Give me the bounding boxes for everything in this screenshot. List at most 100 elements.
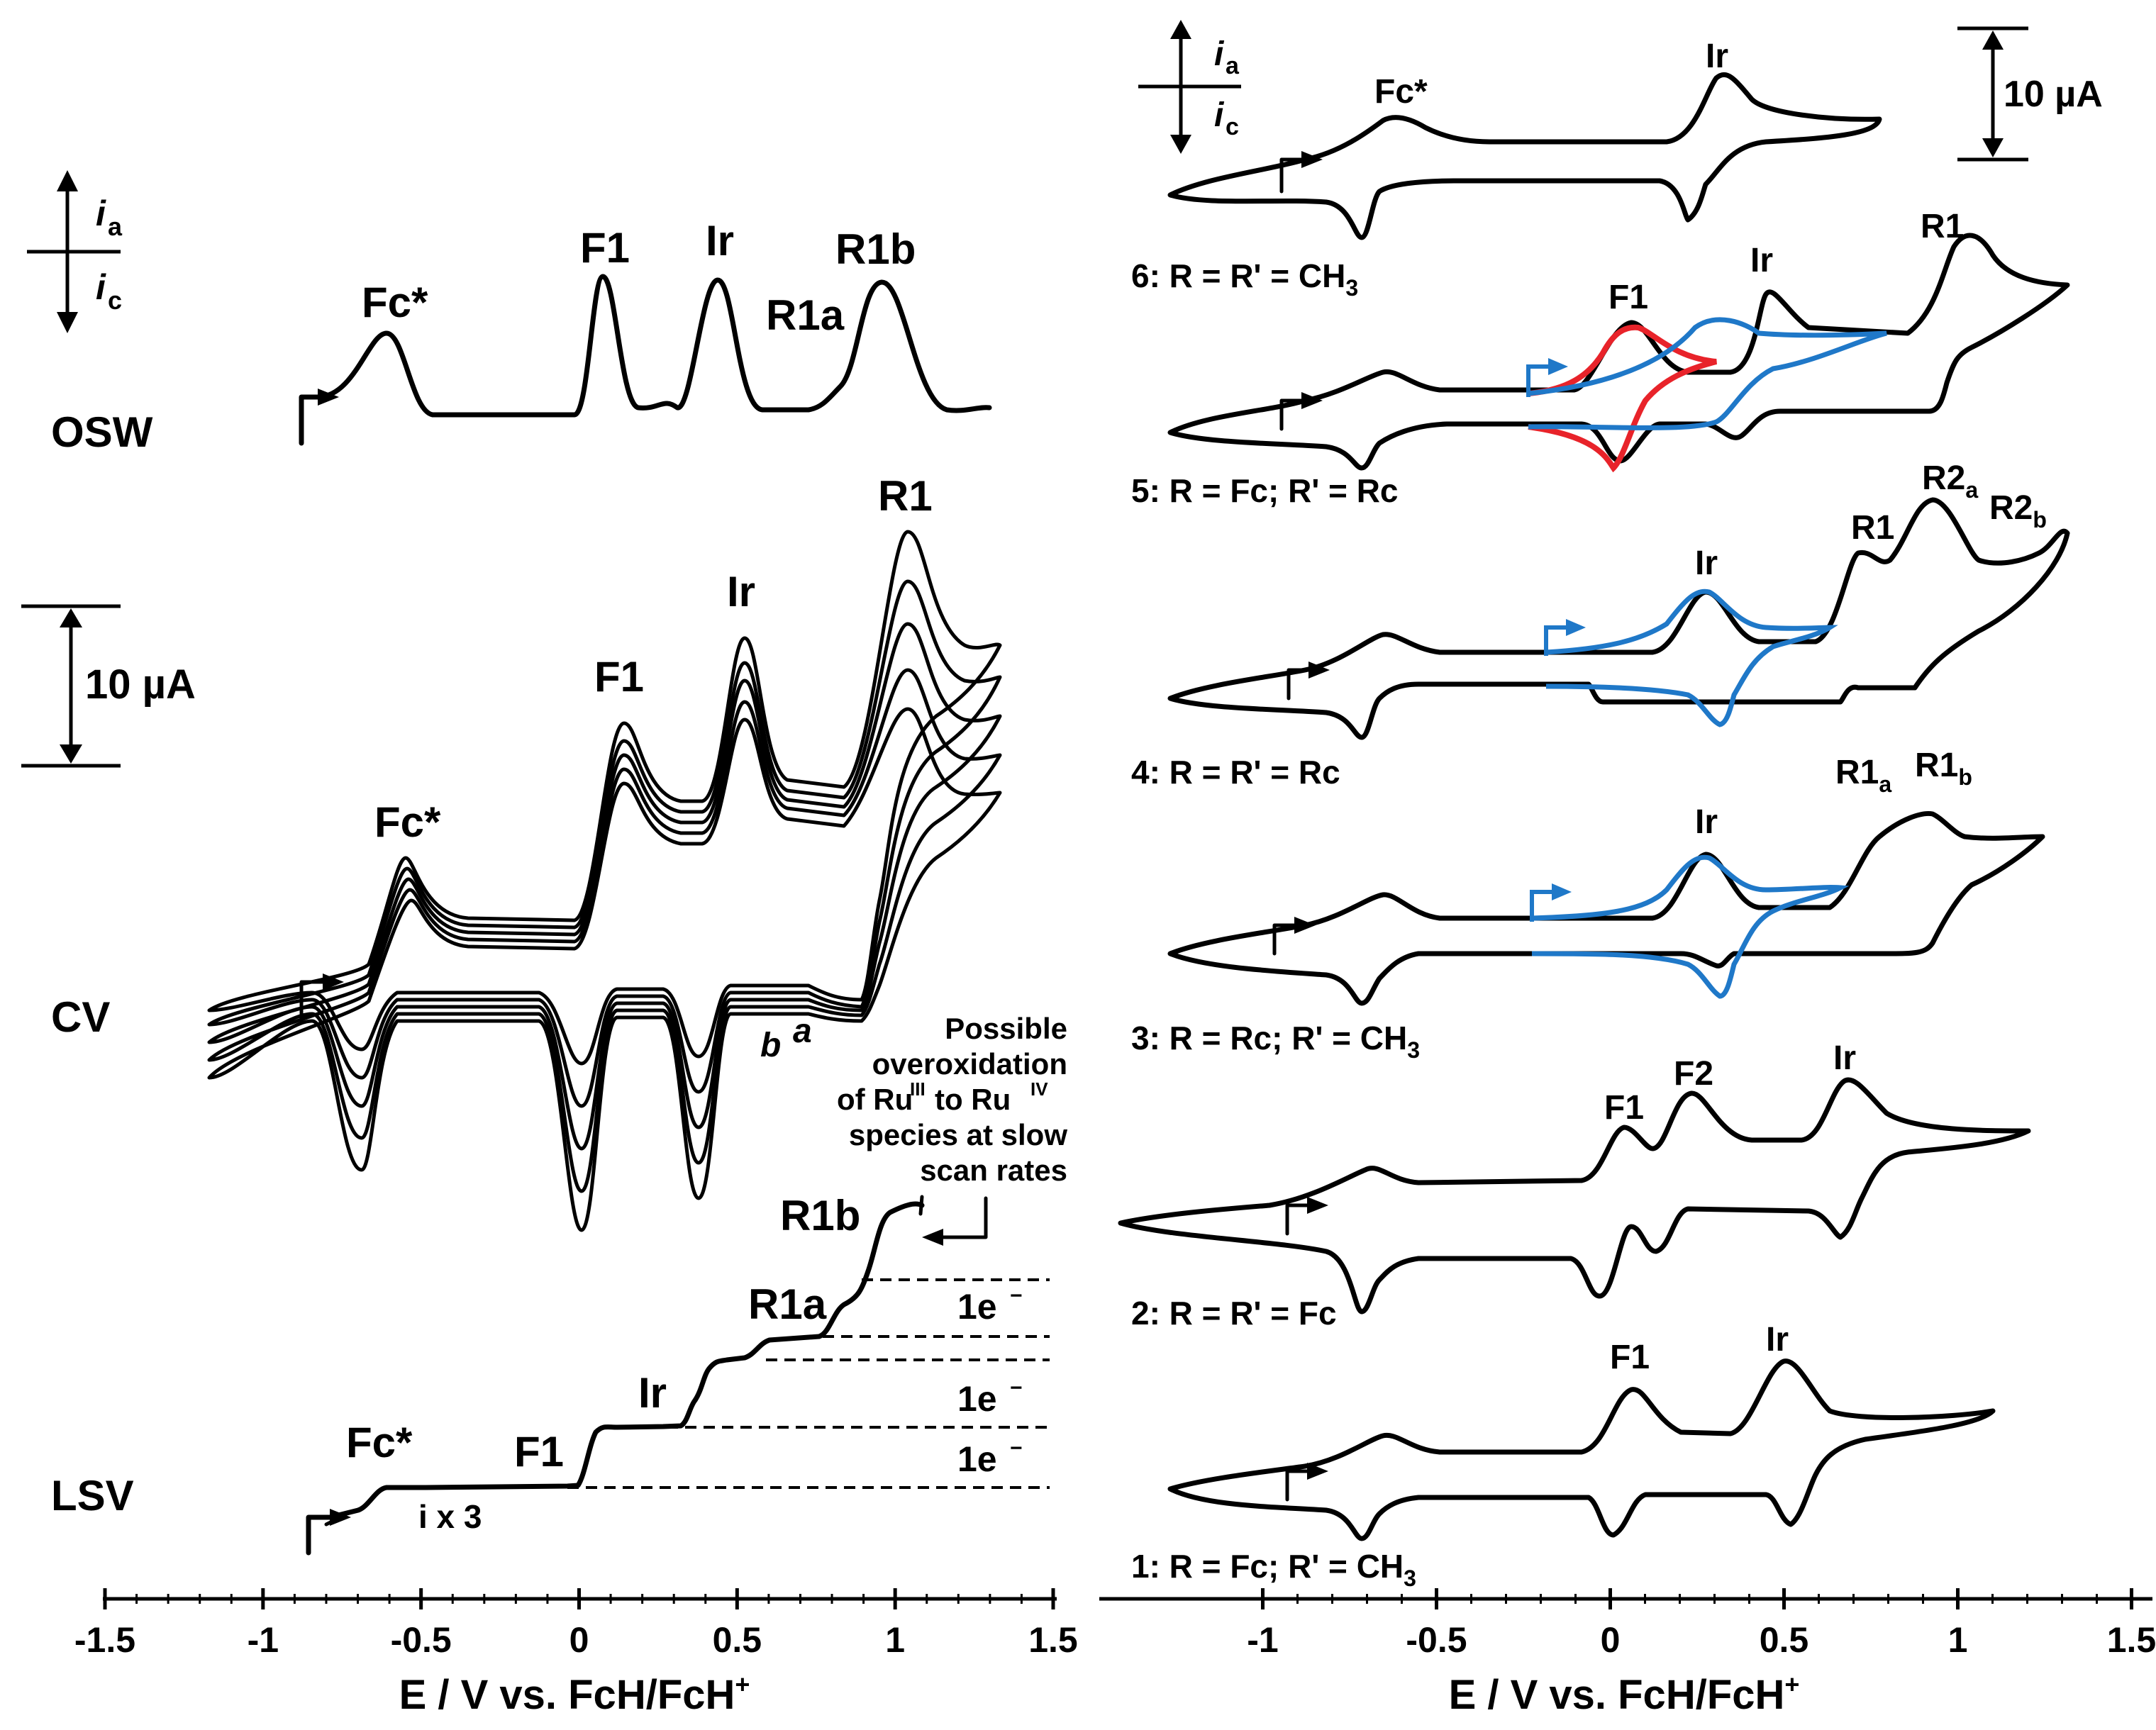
right-tick-label: 1 (1948, 1620, 1968, 1660)
ic-label: i (96, 267, 106, 307)
ic-subscript: c (108, 286, 122, 315)
scale-bar: 10 µA (21, 604, 196, 768)
overox-line-1: Possible (945, 1012, 1067, 1045)
right-x-axis-title: E / V vs. FcH/FcH+ (1449, 1670, 1800, 1718)
right-tick-marks: -1 -0.5 0 0.5 1 1.5 (1247, 1588, 2156, 1660)
c2-caption: 2: R = R' = Fc (1131, 1295, 1337, 1332)
c3-peak-ir: Ir (1695, 803, 1718, 841)
ia-subscript: a (108, 212, 123, 241)
left-panel: i a i c 10 µA OSW CV LSV Fc* F1 Ir R1a R… (21, 170, 1078, 1718)
right-tick-label: -0.5 (1406, 1620, 1467, 1660)
right-ic-label: i (1214, 96, 1225, 134)
c1-peak-f1: F1 (1610, 1339, 1650, 1376)
c5-peak-f1: F1 (1608, 279, 1648, 316)
cv-compound-3: Ir R1a R1b 3: R = Rc; R' = CH3 (1131, 747, 2045, 1063)
left-tick-label: 0 (569, 1620, 589, 1660)
right-panel: i a i c 10 µA Fc* Ir 6: R = R' = CH3 (1099, 20, 2156, 1718)
cv-peak-ir: Ir (727, 568, 755, 615)
c2-peak-f1: F1 (1604, 1089, 1644, 1127)
right-scale-bar-label: 10 µA (2004, 74, 2103, 115)
c4-peak-r1: R1 (1851, 509, 1894, 547)
right-current-direction-indicator: i a i c (1138, 20, 1241, 154)
left-tick-label: 1.5 (1028, 1620, 1078, 1660)
c3-peak-r1a: R1a (1835, 754, 1891, 797)
c1-peak-ir: Ir (1766, 1321, 1789, 1358)
overox-line-2: overoxidation (872, 1047, 1067, 1081)
cv-scan-4 (207, 668, 1002, 1193)
osw-trace: Fc* F1 Ir R1a R1b (299, 217, 992, 446)
right-tick-label: 0.5 (1760, 1620, 1809, 1660)
lsv-step-r1a: R1a (748, 1280, 827, 1328)
cv-compound-4: Ir R1 R2a R2b 4: R = R' = Rc (1131, 459, 2070, 791)
cv-scans: Fc* F1 Ir R1 b a (207, 472, 1002, 1232)
c3-caption: 3: R = Rc; R' = CH3 (1131, 1020, 1420, 1063)
right-tick-label: 0 (1601, 1620, 1621, 1660)
osw-peak-r1b: R1b (835, 225, 916, 273)
osw-peak-r1a: R1a (766, 291, 845, 339)
lsv-electron-2: 1e (957, 1379, 997, 1419)
osw-peak-f1: F1 (580, 224, 630, 272)
c5-peak-ir: Ir (1750, 242, 1773, 279)
c2-peak-ir: Ir (1833, 1039, 1856, 1077)
overoxidation-note: Possible overoxidation of Ru III to Ru I… (837, 1012, 1067, 1246)
cv-compound-1: F1 Ir 1: R = Fc; R' = CH3 (1131, 1321, 1996, 1591)
right-ia-subscript: a (1226, 52, 1240, 79)
row-label-osw: OSW (51, 408, 153, 456)
scale-bar-label: 10 µA (85, 662, 196, 708)
right-scale-bar: 10 µA (1957, 26, 2103, 162)
cv-annotation-a: a (793, 1012, 812, 1050)
row-label-cv: CV (51, 993, 110, 1041)
c6-peak-ir: Ir (1706, 38, 1728, 75)
osw-peak-ir: Ir (706, 217, 734, 264)
lsv-step-ir: Ir (638, 1369, 667, 1417)
overox-line-4: species at slow (849, 1118, 1067, 1151)
lsv-electron-3-sup: − (1010, 1284, 1023, 1307)
overox-line-3b-sup: IV (1030, 1078, 1048, 1100)
overox-line-3b: to Ru (935, 1083, 1011, 1116)
cv-scan-5 (207, 707, 1002, 1232)
cv-annotation-b: b (760, 1027, 781, 1064)
lsv-step-f1: F1 (514, 1428, 564, 1475)
lsv-note: i x 3 (418, 1498, 482, 1535)
ia-label: i (96, 194, 106, 233)
left-tick-label: -1 (248, 1620, 279, 1660)
overox-line-3a: of Ru (837, 1083, 913, 1116)
row-label-lsv: LSV (51, 1472, 134, 1519)
c1-caption: 1: R = Fc; R' = CH3 (1131, 1548, 1416, 1591)
left-tick-label: -0.5 (391, 1620, 452, 1660)
cv-peak-fc: Fc* (374, 798, 441, 846)
lsv-electron-3: 1e (957, 1287, 997, 1327)
cv-compound-5: F1 Ir R1 5: R = Fc; R' = Rc (1131, 208, 2070, 509)
right-ic-subscript: c (1226, 113, 1239, 140)
c4-caption: 4: R = R' = Rc (1131, 754, 1340, 791)
c6-caption: 6: R = R' = CH3 (1131, 257, 1358, 301)
lsv-electron-2-sup: − (1010, 1376, 1023, 1400)
c5-caption: 5: R = Fc; R' = Rc (1131, 472, 1399, 509)
lsv-electron-1: 1e (957, 1439, 997, 1479)
left-tick-marks: -1.5 -1 -0.5 0 0.5 1 1.5 (74, 1588, 1078, 1660)
left-x-axis: -1.5 -1 -0.5 0 0.5 1 1.5 E / V vs. FcH/FcH+ (74, 1588, 1078, 1718)
cv-compound-6: Fc* Ir 6: R = R' = CH3 (1131, 38, 1882, 301)
c4-peak-r2b: R2b (1989, 489, 2047, 532)
overox-line-5: scan rates (920, 1154, 1067, 1187)
left-x-axis-title: E / V vs. FcH/FcH+ (399, 1670, 750, 1718)
current-direction-indicator: i a i c (27, 170, 123, 333)
cv-peak-r1: R1 (878, 472, 933, 520)
left-tick-label: -1.5 (74, 1620, 135, 1660)
lsv-step-r1b: R1b (780, 1192, 860, 1239)
left-tick-label: 1 (885, 1620, 905, 1660)
c4-peak-ir: Ir (1695, 545, 1718, 582)
osw-peak-fc: Fc* (362, 279, 428, 326)
c2-peak-f2: F2 (1674, 1055, 1713, 1093)
right-tick-label: 1.5 (2107, 1620, 2156, 1660)
c5-peak-r1: R1 (1921, 208, 1964, 245)
left-tick-label: 0.5 (713, 1620, 762, 1660)
right-tick-label: -1 (1247, 1620, 1278, 1660)
lsv-trace: Fc* F1 Ir R1a R1b i x 3 1e − 1e − 1e − (306, 1192, 1050, 1556)
lsv-step-fc: Fc* (346, 1419, 413, 1466)
cv-compound-2: F1 F2 Ir 2: R = R' = Fc (1118, 1039, 2031, 1332)
right-x-axis: -1 -0.5 0 0.5 1 1.5 E / V vs. FcH/FcH+ (1099, 1588, 2156, 1718)
c4-peak-r2a: R2a (1922, 459, 1978, 503)
right-ia-label: i (1214, 35, 1225, 73)
